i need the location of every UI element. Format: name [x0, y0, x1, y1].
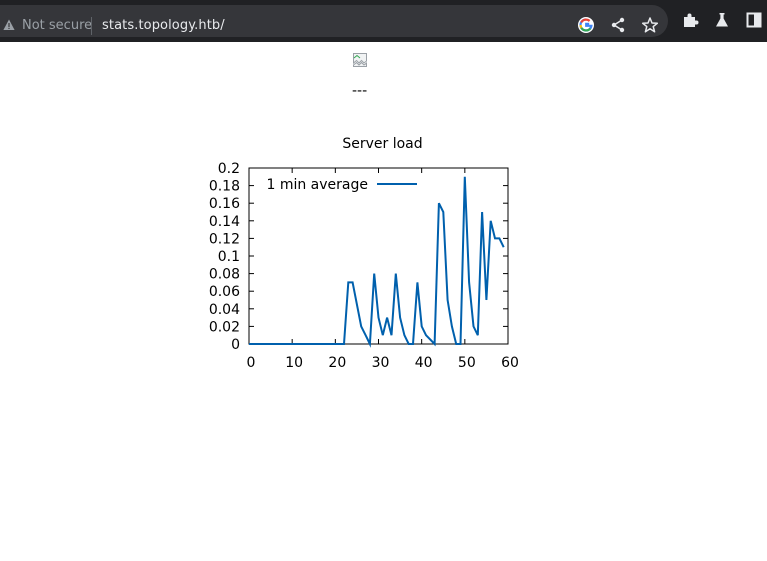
separator-text: --- — [352, 83, 368, 99]
extensions-puzzle-icon[interactable] — [681, 11, 699, 29]
legend-label: 1 min average — [266, 177, 368, 193]
bookmark-star-icon[interactable] — [641, 16, 659, 34]
y-tick-label: 0.04 — [209, 302, 240, 318]
chart-title: Server load — [342, 136, 422, 152]
labs-flask-icon[interactable] — [713, 11, 731, 29]
y-tick-label: 0.1 — [218, 249, 240, 265]
x-tick-label: 20 — [328, 355, 346, 371]
y-tick-label: 0.02 — [209, 319, 240, 335]
y-tick-label: 0 — [231, 337, 240, 353]
x-tick-label: 10 — [285, 355, 303, 371]
series-line-1-min-average — [249, 176, 505, 348]
y-tick-label: 0.12 — [209, 231, 240, 247]
security-status[interactable]: Not secure — [22, 18, 93, 33]
url-text[interactable]: stats.topology.htb/ — [102, 18, 225, 33]
browser-toolbar: Not secure stats.topology.htb/ — [0, 0, 767, 42]
warning-icon[interactable] — [3, 19, 15, 31]
y-tick-label: 0.06 — [209, 284, 240, 300]
sidebar-icon[interactable] — [745, 11, 763, 29]
x-tick-label: 0 — [247, 355, 256, 371]
google-icon[interactable] — [577, 16, 595, 34]
x-tick-label: 50 — [458, 355, 476, 371]
address-bar[interactable]: Not secure stats.topology.htb/ — [0, 5, 668, 37]
x-tick-label: 30 — [372, 355, 390, 371]
omnibox-divider — [91, 17, 92, 35]
y-tick-label: 0.14 — [209, 214, 240, 230]
share-icon[interactable] — [609, 16, 627, 34]
x-tick-label: 40 — [415, 355, 433, 371]
y-tick-label: 0.08 — [209, 267, 240, 283]
y-tick-label: 0.2 — [218, 161, 240, 177]
broken-image-icon — [353, 53, 367, 67]
plot-frame — [248, 167, 509, 345]
y-tick-label: 0.18 — [209, 179, 240, 195]
y-tick-label: 0.16 — [209, 196, 240, 212]
x-tick-label: 60 — [501, 355, 519, 371]
